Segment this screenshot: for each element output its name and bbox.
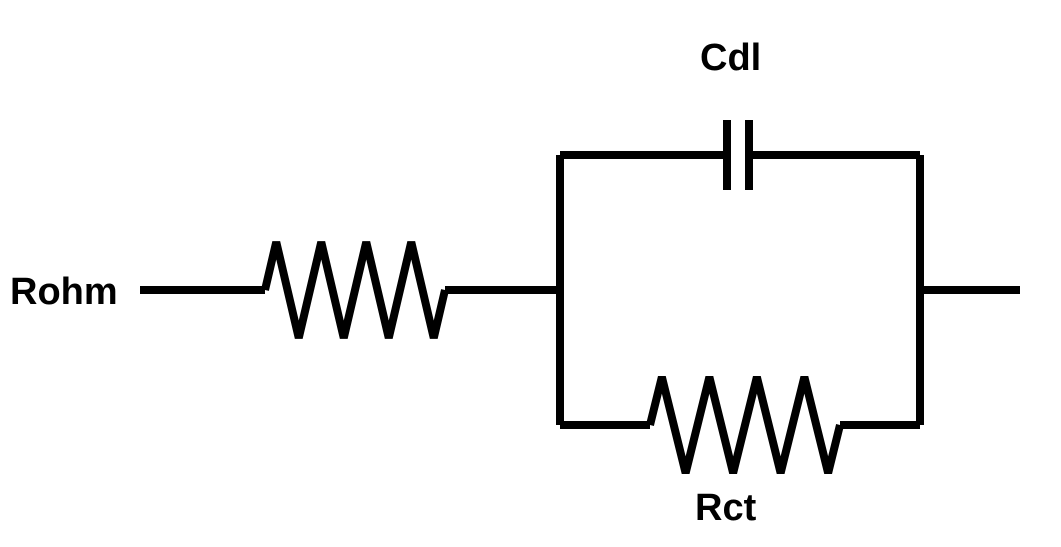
rct-resistor — [650, 377, 840, 473]
rct-label: Rct — [695, 487, 757, 529]
rohm-resistor — [265, 242, 445, 338]
rohm-label: Rohm — [10, 271, 118, 313]
cdl-capacitor — [727, 120, 749, 190]
randles-circuit-diagram: Rohm Cdl Rct — [0, 0, 1061, 547]
cdl-label: Cdl — [700, 37, 761, 79]
